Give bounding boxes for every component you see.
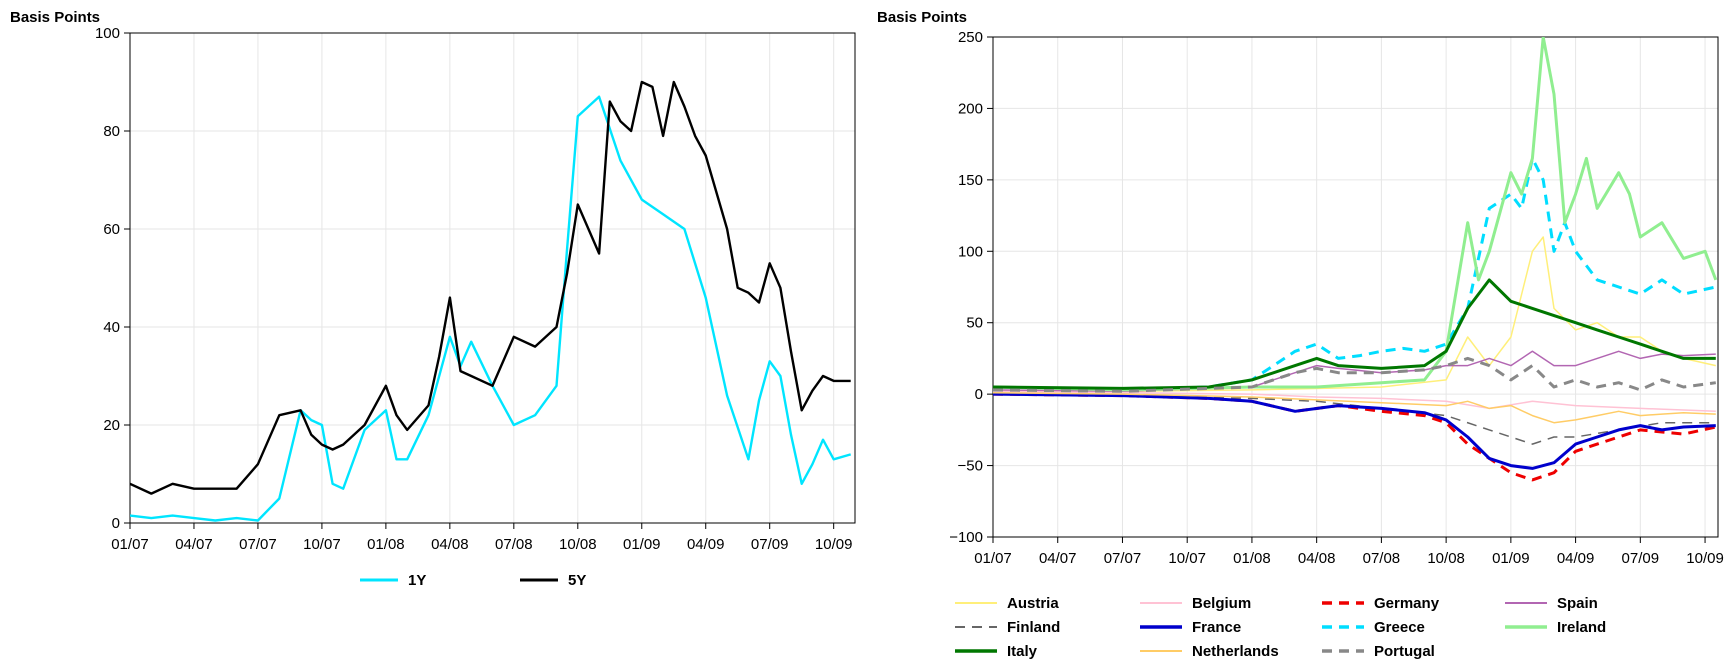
x-tick-label: 10/08 xyxy=(1427,550,1465,567)
y-tick-label: 60 xyxy=(103,221,120,238)
legend-label-1y: 1Y xyxy=(408,572,426,589)
y-tick-label: 100 xyxy=(958,243,983,260)
y-tick-label: 20 xyxy=(103,417,120,434)
y-tick-label: −50 xyxy=(958,458,983,475)
y-tick-label: −100 xyxy=(949,529,983,546)
x-tick-label: 01/07 xyxy=(974,550,1012,567)
series-line-5y xyxy=(130,80,851,495)
x-tick-label: 01/08 xyxy=(1233,550,1271,567)
legend-label-netherlands: Netherlands xyxy=(1192,643,1279,660)
plot-area xyxy=(130,33,855,523)
x-tick-label: 04/07 xyxy=(1039,550,1077,567)
legend-label-5y: 5Y xyxy=(568,572,586,589)
x-tick-label: 10/09 xyxy=(1686,550,1724,567)
legend-label-france: France xyxy=(1192,619,1241,636)
legend-label-austria: Austria xyxy=(1007,595,1059,612)
y-tick-label: 250 xyxy=(958,29,983,46)
series-line-france xyxy=(993,392,1716,470)
x-tick-label: 07/09 xyxy=(1622,550,1660,567)
plot-area xyxy=(993,37,1718,537)
legend-label-portugal: Portugal xyxy=(1374,643,1435,660)
legend-label-italy: Italy xyxy=(1007,643,1038,660)
axes-frame xyxy=(129,32,856,524)
legend-label-germany: Germany xyxy=(1374,595,1440,612)
legend-label-ireland: Ireland xyxy=(1557,619,1606,636)
y-tick-label: 80 xyxy=(103,123,120,140)
y-axis-label: Basis Points xyxy=(10,9,100,26)
y-axis-label: Basis Points xyxy=(877,9,967,26)
x-tick-label: 10/08 xyxy=(559,536,597,553)
x-tick-label: 10/07 xyxy=(303,536,341,553)
x-tick-label: 07/07 xyxy=(1104,550,1142,567)
x-tick-label: 01/08 xyxy=(367,536,405,553)
legend-label-greece: Greece xyxy=(1374,619,1425,636)
series-line-ireland xyxy=(993,37,1718,392)
x-tick-label: 07/08 xyxy=(495,536,533,553)
x-tick-label: 04/08 xyxy=(431,536,469,553)
y-tick-label: 0 xyxy=(975,386,983,403)
x-tick-label: 01/09 xyxy=(1492,550,1530,567)
x-tick-label: 07/09 xyxy=(751,536,789,553)
legend-label-spain: Spain xyxy=(1557,595,1598,612)
x-tick-label: 01/09 xyxy=(623,536,661,553)
legend-label-belgium: Belgium xyxy=(1192,595,1251,612)
x-tick-label: 04/09 xyxy=(1557,550,1595,567)
x-tick-label: 07/07 xyxy=(239,536,277,553)
x-tick-label: 10/07 xyxy=(1168,550,1206,567)
chart-countries: −100 −50 0 50 100 150 200 250 01/07 04/07 07/07 10/… xyxy=(877,9,1724,660)
y-tick-label: 150 xyxy=(958,172,983,189)
y-tick-label: 40 xyxy=(103,319,120,336)
legend-label-finland: Finland xyxy=(1007,619,1060,636)
series-line-1y xyxy=(130,95,852,522)
chart-1y-5y: 0 20 40 60 80 100 01/07 04/07 07/07 10/07 01/08 04/… xyxy=(10,9,856,589)
y-tick-label: 0 xyxy=(112,515,120,532)
x-tick-label: 01/07 xyxy=(111,536,149,553)
series-line-austria xyxy=(993,236,1716,393)
x-tick-label: 04/08 xyxy=(1298,550,1336,567)
series-line-portugal xyxy=(993,356,1716,393)
y-tick-label: 50 xyxy=(966,315,983,332)
x-tick-label: 07/08 xyxy=(1363,550,1401,567)
series-group xyxy=(130,80,852,522)
series-group xyxy=(993,37,1718,482)
series-line-italy xyxy=(993,278,1716,390)
y-tick-label: 200 xyxy=(958,100,983,117)
axes-frame xyxy=(992,36,1719,538)
x-tick-label: 04/09 xyxy=(687,536,725,553)
series-line-germany xyxy=(993,392,1717,482)
x-tick-label: 04/07 xyxy=(175,536,213,553)
x-tick-label: 10/09 xyxy=(815,536,853,553)
series-line-belgium xyxy=(993,390,1716,413)
series-line-greece xyxy=(993,156,1717,392)
y-tick-label: 100 xyxy=(95,25,120,42)
series-line-netherlands xyxy=(993,391,1716,424)
